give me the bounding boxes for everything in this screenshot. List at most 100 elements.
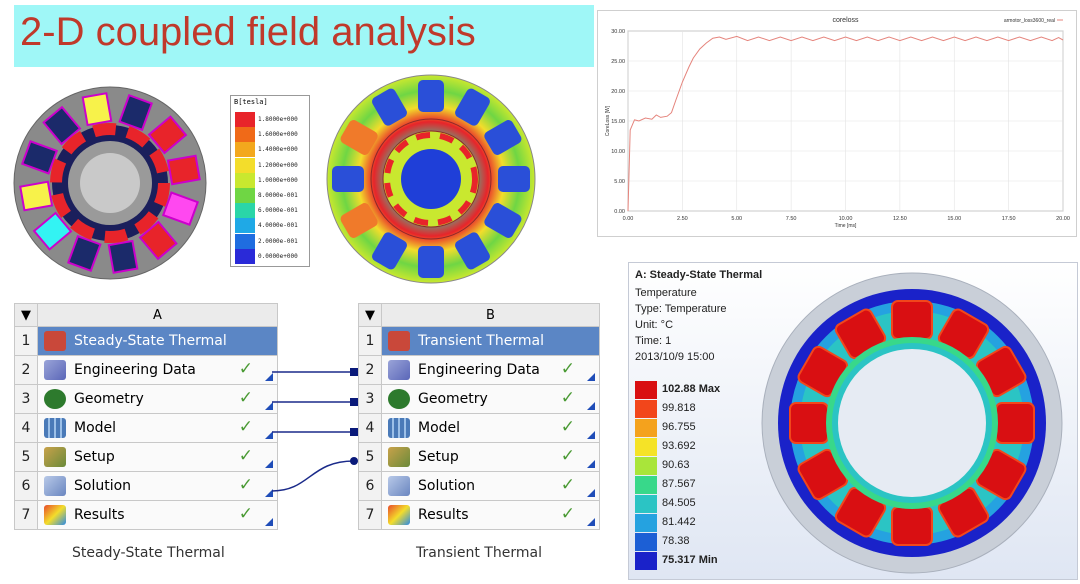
- colorbar-label: 4.0000e-001: [258, 222, 298, 230]
- context-menu-icon[interactable]: [265, 489, 273, 497]
- check-icon: ✓: [238, 475, 253, 495]
- solution-icon: [44, 476, 66, 496]
- cell-engineering-data[interactable]: Engineering Data ✓: [37, 355, 278, 385]
- x-tick-label: 5.00: [731, 216, 742, 222]
- cell-label: Geometry: [418, 391, 488, 407]
- colorbar-swatch: [235, 172, 255, 188]
- colorbar-swatch: [235, 157, 255, 173]
- colorbar-swatch: [235, 112, 255, 127]
- system-row[interactable]: 3 Geometry ✓: [358, 384, 600, 414]
- y-tick-label: 5.00: [614, 179, 625, 185]
- cell-results[interactable]: Results ✓: [37, 500, 278, 530]
- context-menu-icon[interactable]: [265, 431, 273, 439]
- check-icon: ✓: [238, 446, 253, 466]
- cell-solution[interactable]: Solution ✓: [37, 471, 278, 501]
- model-icon: [388, 418, 410, 438]
- colorbar-label: 1.6000e+000: [258, 131, 298, 139]
- chevron-down-icon[interactable]: ▼: [21, 307, 31, 323]
- context-menu-icon[interactable]: [265, 402, 273, 410]
- chevron-down-icon[interactable]: ▼: [365, 307, 375, 323]
- cell-label: Geometry: [74, 391, 144, 407]
- system-row[interactable]: 5 Setup ✓: [358, 442, 600, 472]
- setup-icon: [388, 447, 410, 467]
- row-number: 3: [358, 384, 382, 414]
- system-row[interactable]: 1 Transient Thermal: [358, 326, 600, 356]
- context-menu-icon[interactable]: [587, 518, 595, 526]
- system-a-column-header: A: [37, 303, 278, 327]
- colorbar-label: 1.2000e+000: [258, 161, 298, 169]
- cell-model[interactable]: Model ✓: [37, 413, 278, 443]
- thermal-system-icon: [388, 331, 410, 351]
- x-tick-label: 15.00: [947, 216, 961, 222]
- cell-label: Model: [418, 420, 461, 436]
- flux-density-colorbar: B[tesla] 1.8000e+000 1.6000e+000 1.4000e+0…: [230, 95, 310, 267]
- system-row[interactable]: 7 Results ✓: [14, 500, 278, 530]
- check-icon: ✓: [560, 446, 575, 466]
- geometry-icon: [388, 389, 410, 409]
- cell-transient-thermal[interactable]: Transient Thermal: [381, 326, 600, 356]
- colorbar-swatch: [235, 127, 255, 143]
- legend-swatch: [635, 476, 657, 494]
- context-menu-icon[interactable]: [587, 431, 595, 439]
- connector-node[interactable]: [350, 457, 358, 465]
- context-menu-icon[interactable]: [265, 460, 273, 468]
- context-menu-icon[interactable]: [587, 460, 595, 468]
- cell-engineering-data[interactable]: Engineering Data ✓: [381, 355, 600, 385]
- system-b-dropdown[interactable]: ▼: [358, 303, 382, 327]
- model-icon: [44, 418, 66, 438]
- cell-label: Results: [418, 507, 469, 523]
- row-number: 7: [14, 500, 38, 530]
- y-tick-label: 10.00: [611, 149, 625, 155]
- context-menu-icon[interactable]: [265, 373, 273, 381]
- legend-swatch: [635, 533, 657, 551]
- legend-label: 84.505: [662, 497, 696, 509]
- system-row[interactable]: 1 Steady-State Thermal: [14, 326, 278, 356]
- colorbar-label: 1.0000e+000: [258, 176, 298, 184]
- cell-setup[interactable]: Setup ✓: [37, 442, 278, 472]
- context-menu-icon[interactable]: [587, 402, 595, 410]
- system-row[interactable]: 2 Engineering Data ✓: [14, 355, 278, 385]
- legend-label: 90.63: [662, 459, 690, 471]
- context-menu-icon[interactable]: [587, 373, 595, 381]
- connector-node[interactable]: [350, 368, 358, 376]
- system-row[interactable]: 7 Results ✓: [358, 500, 600, 530]
- legend-swatch: [635, 457, 657, 475]
- check-icon: ✓: [238, 359, 253, 379]
- cell-setup[interactable]: Setup ✓: [381, 442, 600, 472]
- cell-results[interactable]: Results ✓: [381, 500, 600, 530]
- legend-label: 96.755: [662, 421, 696, 433]
- cell-model[interactable]: Model ✓: [381, 413, 600, 443]
- legend-label: 102.88 Max: [662, 383, 721, 395]
- row-number: 7: [358, 500, 382, 530]
- x-axis-label: Time [ms]: [835, 223, 857, 229]
- system-row[interactable]: 6 Solution ✓: [358, 471, 600, 501]
- connector-solution-to-setup: [271, 460, 355, 492]
- cell-steady-state-thermal[interactable]: Steady-State Thermal: [37, 326, 278, 356]
- colorbar-swatch: [235, 218, 255, 234]
- system-row[interactable]: 4 Model ✓: [14, 413, 278, 443]
- colorbar-swatch: [235, 203, 255, 219]
- connector-node[interactable]: [350, 428, 358, 436]
- system-row[interactable]: 5 Setup ✓: [14, 442, 278, 472]
- x-tick-label: 7.50: [786, 216, 797, 222]
- legend-swatch: [635, 400, 657, 418]
- cell-geometry[interactable]: Geometry ✓: [37, 384, 278, 414]
- system-a-dropdown[interactable]: ▼: [14, 303, 38, 327]
- colorbar-label: 0.0000e+000: [258, 252, 298, 260]
- chart-legend: armotor_loss3600_real: [1004, 18, 1055, 24]
- system-row[interactable]: 3 Geometry ✓: [14, 384, 278, 414]
- connector-node[interactable]: [350, 398, 358, 406]
- cell-label: Engineering Data: [418, 362, 540, 378]
- cell-geometry[interactable]: Geometry ✓: [381, 384, 600, 414]
- context-menu-icon[interactable]: [587, 489, 595, 497]
- cell-solution[interactable]: Solution ✓: [381, 471, 600, 501]
- results-icon: [44, 505, 66, 525]
- colorbar-label: 8.0000e-001: [258, 192, 298, 199]
- colorbar-swatch: [235, 188, 255, 203]
- y-axis-label: CoreLoss [W]: [605, 105, 611, 136]
- system-row[interactable]: 4 Model ✓: [358, 413, 600, 443]
- system-row[interactable]: 6 Solution ✓: [14, 471, 278, 501]
- legend-label: 93.692: [662, 440, 696, 452]
- system-row[interactable]: 2 Engineering Data ✓: [358, 355, 600, 385]
- context-menu-icon[interactable]: [265, 518, 273, 526]
